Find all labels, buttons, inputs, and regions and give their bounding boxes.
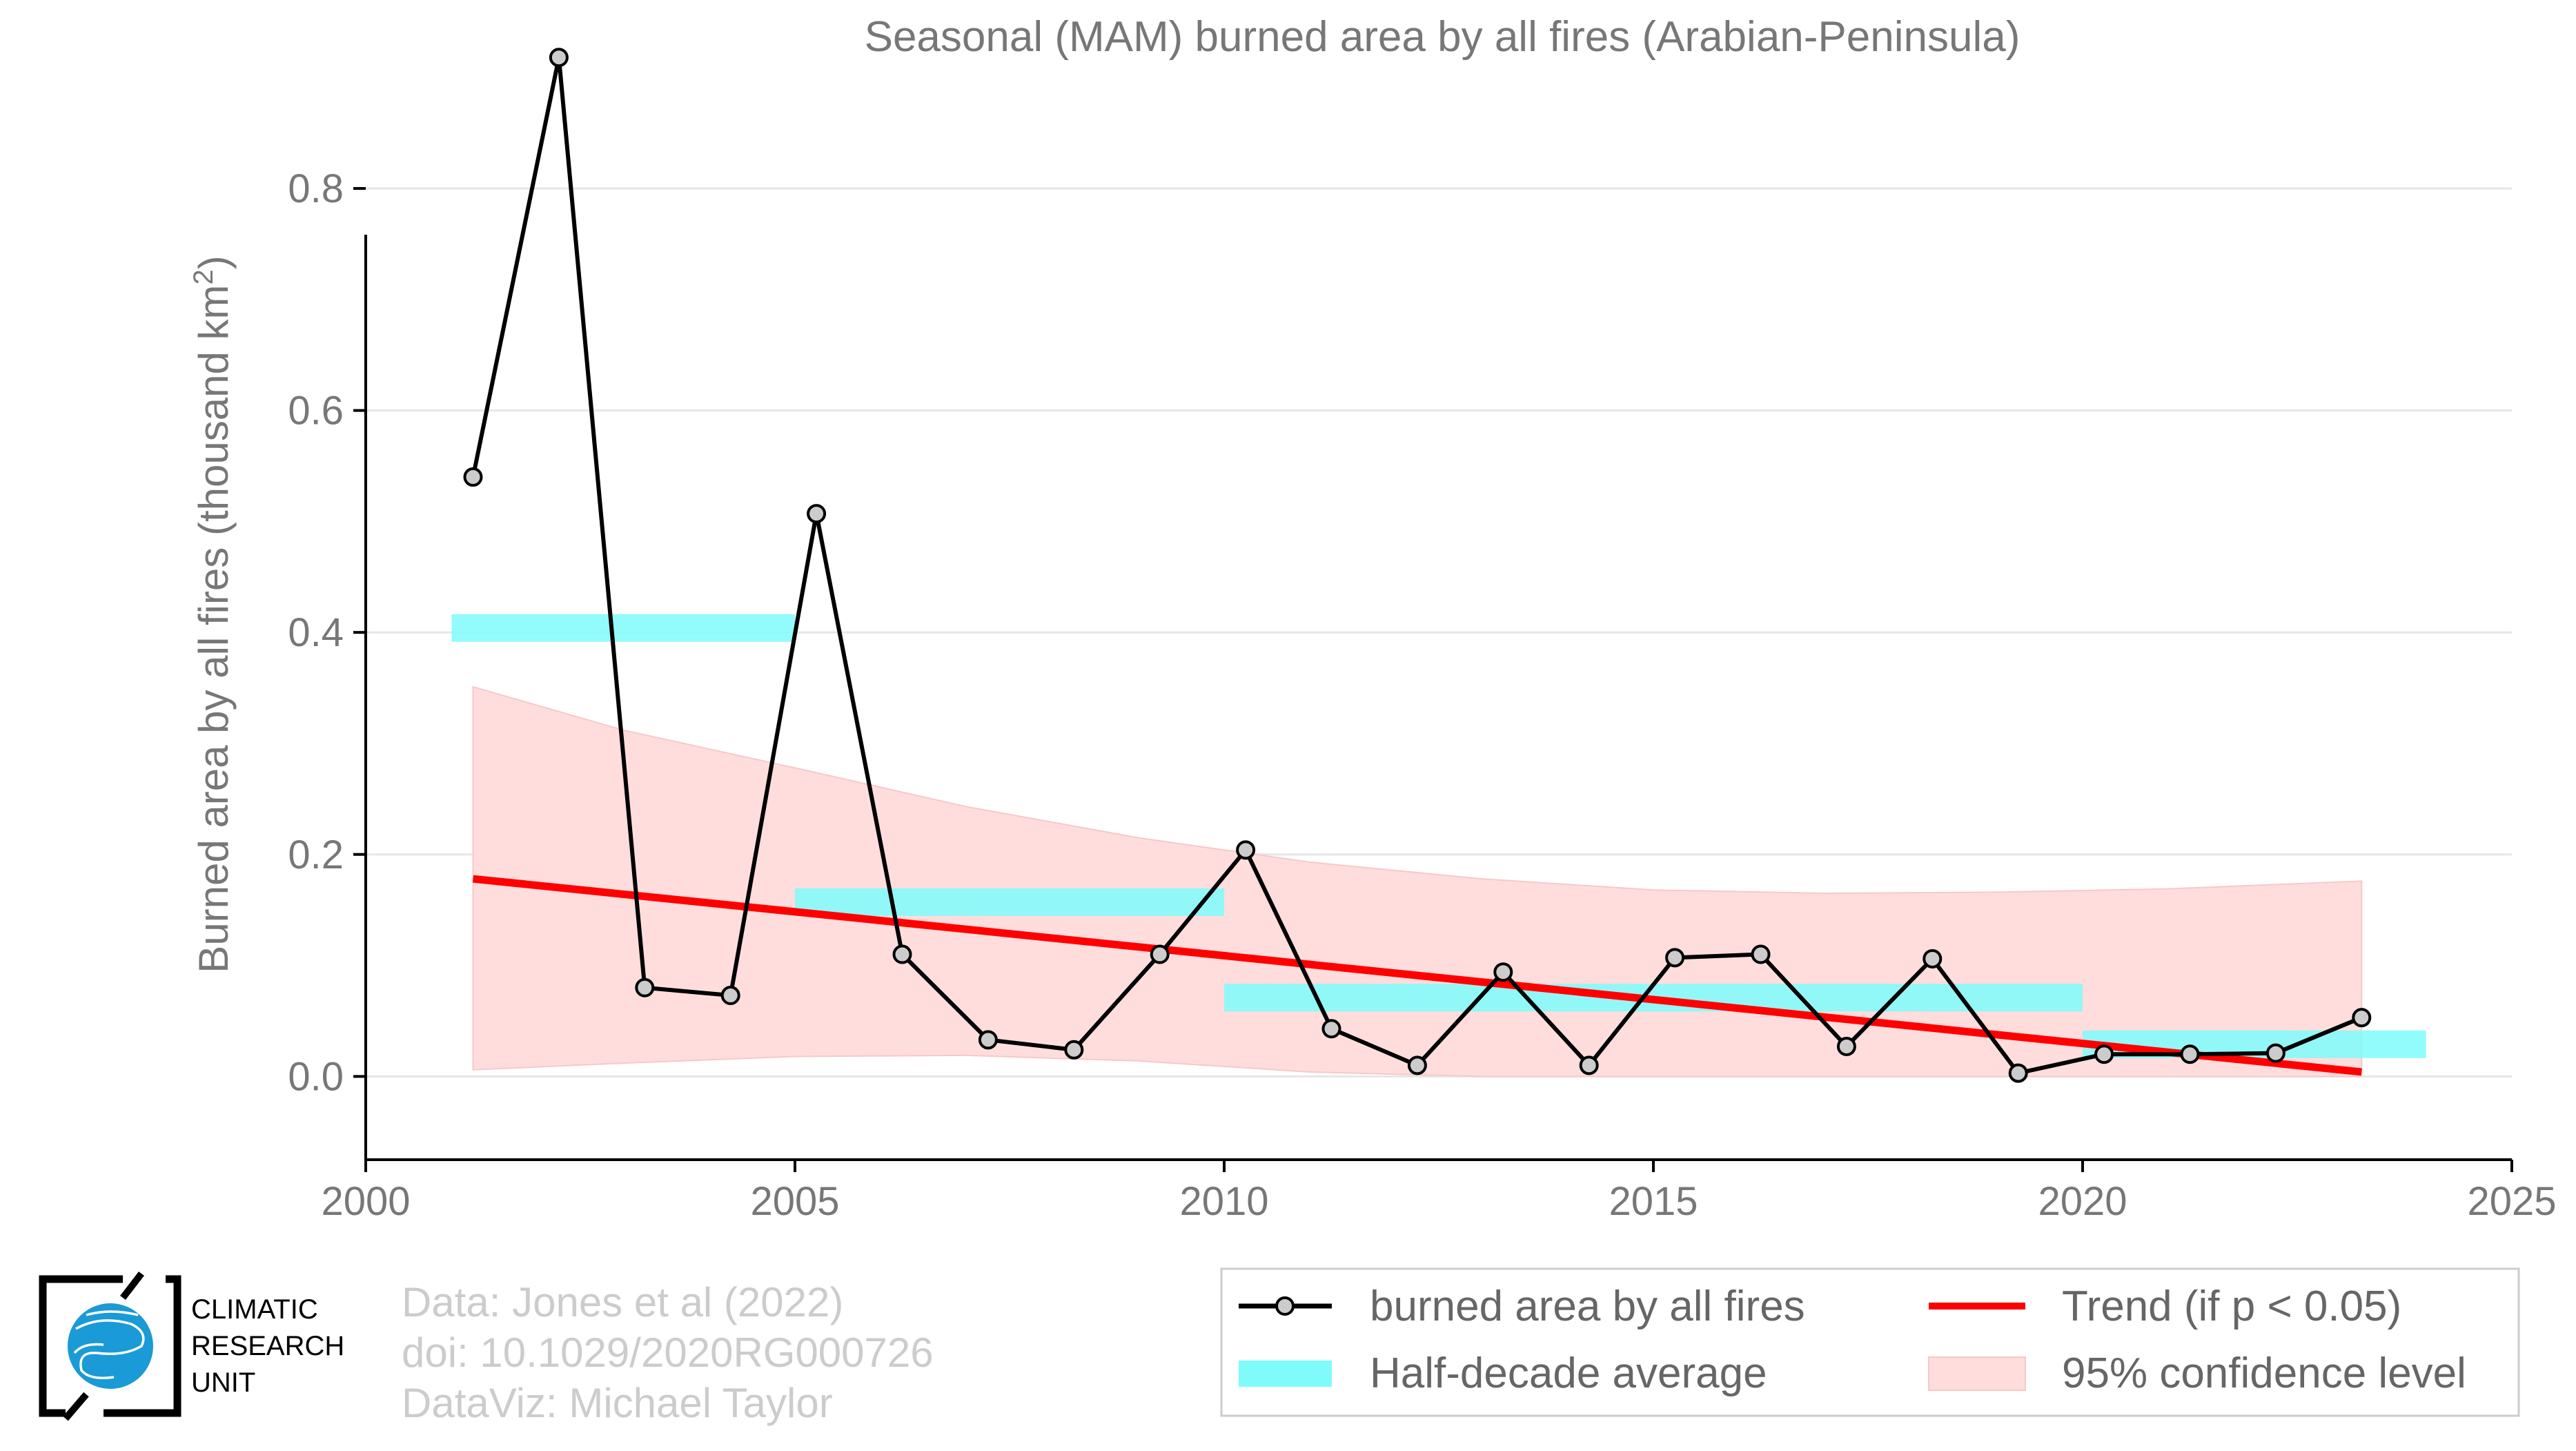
series-point-2 (635, 977, 655, 997)
series-point-10 (1321, 1019, 1341, 1039)
series-point-1 (549, 48, 569, 68)
chart-title: Seasonal (MAM) burned area by all fires … (865, 13, 2021, 61)
half-decade-bar-1 (795, 888, 1224, 916)
logo-bracket-slash-top (120, 1271, 144, 1301)
half-decade-bar-0 (451, 614, 795, 642)
logo-line-3: UNIT (191, 1367, 255, 1398)
series-point-9 (1236, 840, 1256, 860)
series-point-15 (1751, 944, 1771, 964)
legend-avg-swatch (1239, 1361, 1332, 1387)
legend-series-swatch-marker (1275, 1296, 1295, 1316)
trend-line-group (472, 875, 2362, 1076)
series-point-7 (1064, 1040, 1084, 1060)
series-point-13 (1579, 1055, 1599, 1075)
series-point-18 (2008, 1063, 2028, 1083)
logo-line-2: RESEARCH (191, 1331, 344, 1361)
credit-doi: doi: 10.1029/2020RG000726 (402, 1330, 934, 1376)
series-point-4 (807, 504, 827, 524)
series-point-0 (463, 467, 483, 487)
y-axis-label-tail: ) (190, 255, 237, 269)
trend-line (472, 875, 2362, 1076)
series-point-19 (2094, 1044, 2114, 1064)
series-point-20 (2180, 1044, 2200, 1064)
x-tick-label-1: 2005 (750, 1179, 839, 1224)
y-tick-label-2: 0.4 (288, 610, 344, 655)
x-tick-label-0: 2000 (321, 1179, 410, 1224)
cru-logo: CLIMATIC RESEARCH UNIT (39, 1271, 344, 1421)
series-point-5 (892, 944, 912, 964)
series-point-3 (720, 986, 740, 1006)
logo-bracket-right (104, 1275, 181, 1417)
x-tick-label-2: 2010 (1179, 1179, 1268, 1224)
series-point-12 (1493, 962, 1513, 982)
axes: 2000 2005 2010 2015 2020 2025 0.0 0.2 0.4 0.6 0.8 (288, 166, 2556, 1224)
legend-avg-label: Half-decade average (1370, 1350, 1767, 1397)
series-group (463, 48, 2372, 1083)
series-point-8 (1150, 944, 1170, 964)
confidence-area (472, 685, 2363, 1078)
x-tick-label-3: 2015 (1609, 1179, 1698, 1224)
credits: Data: Jones et al (2022) doi: 10.1029/20… (402, 1279, 934, 1426)
legend: burned area by all fires Half-decade ave… (1220, 1267, 2520, 1417)
logo-globe-swirl (73, 1310, 145, 1379)
y-tick-label-4: 0.8 (288, 166, 344, 211)
y-tick-label-1: 0.2 (288, 832, 344, 877)
y-tick-label-3: 0.6 (288, 389, 344, 434)
x-tick-label-5: 2025 (2467, 1179, 2556, 1224)
series-point-14 (1665, 948, 1685, 968)
legend-frame (1220, 1267, 2520, 1417)
logo-bracket-left (39, 1275, 123, 1417)
logo-bracket-slash-bottom (63, 1392, 89, 1421)
series-point-21 (2265, 1043, 2285, 1063)
y-tick-label-0: 0.0 (288, 1054, 344, 1099)
legend-series-label: burned area by all fires (1370, 1283, 1805, 1330)
x-tick-label-4: 2020 (2038, 1179, 2127, 1224)
y-axis-label-superscript: 2 (188, 269, 219, 284)
logo-line-1: CLIMATIC (191, 1294, 318, 1325)
series-point-6 (978, 1030, 998, 1050)
series-point-22 (2352, 1008, 2372, 1028)
series-point-11 (1407, 1055, 1427, 1075)
credit-dataviz: DataViz: Michael Taylor (402, 1380, 833, 1426)
y-axis-label: Burned area by all fires (thousand km2) (188, 255, 237, 973)
credit-data: Data: Jones et al (2022) (402, 1279, 843, 1325)
series-point-17 (1923, 948, 1943, 968)
legend-trend-label: Trend (if p < 0.05) (2062, 1283, 2401, 1330)
legend-confidence-swatch (1928, 1356, 2026, 1391)
legend-confidence-label: 95% confidence level (2062, 1350, 2466, 1397)
confidence-band (472, 685, 2363, 1078)
series-point-16 (1836, 1036, 1856, 1056)
